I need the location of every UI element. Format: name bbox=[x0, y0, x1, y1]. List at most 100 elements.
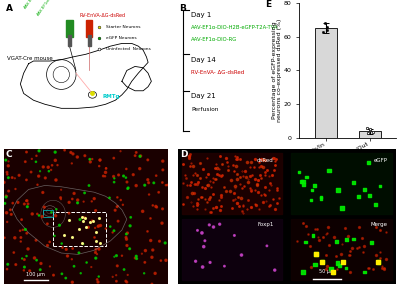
Point bbox=[97, 223, 104, 228]
Point bbox=[314, 226, 320, 231]
Point bbox=[123, 167, 130, 171]
Point bbox=[34, 183, 41, 187]
Point bbox=[76, 251, 82, 255]
Point bbox=[64, 254, 71, 258]
Text: RV-EnVA- ΔG-dsRed: RV-EnVA- ΔG-dsRed bbox=[191, 71, 244, 75]
Point bbox=[12, 187, 19, 191]
Point bbox=[324, 28, 330, 32]
Point bbox=[96, 164, 102, 168]
Point bbox=[320, 29, 326, 34]
Point bbox=[93, 229, 99, 234]
Point bbox=[216, 167, 222, 171]
Point bbox=[197, 176, 203, 181]
Point bbox=[149, 282, 155, 286]
Point bbox=[21, 268, 27, 273]
Text: Merge: Merge bbox=[370, 222, 387, 227]
Point bbox=[123, 237, 130, 242]
Point bbox=[120, 174, 127, 178]
Point bbox=[216, 222, 223, 226]
Point bbox=[207, 260, 213, 265]
Point bbox=[372, 202, 379, 206]
Point bbox=[17, 228, 23, 233]
Point bbox=[381, 267, 387, 272]
Point bbox=[123, 235, 129, 240]
Point bbox=[367, 128, 373, 133]
Point bbox=[110, 275, 116, 279]
Text: A: A bbox=[6, 4, 13, 13]
Point bbox=[239, 186, 246, 190]
Point bbox=[340, 260, 347, 265]
Point bbox=[2, 158, 9, 162]
Point bbox=[360, 243, 367, 248]
Point bbox=[95, 216, 102, 220]
Point bbox=[23, 198, 30, 203]
Point bbox=[76, 227, 82, 231]
Point bbox=[106, 195, 113, 200]
Point bbox=[360, 250, 366, 255]
Point bbox=[222, 155, 229, 160]
Point bbox=[110, 230, 116, 235]
Point bbox=[190, 203, 196, 208]
Text: eGFP: eGFP bbox=[373, 158, 387, 163]
Point bbox=[318, 195, 324, 199]
Point bbox=[152, 271, 158, 276]
Point bbox=[31, 256, 38, 260]
Point bbox=[234, 155, 240, 160]
Point bbox=[260, 158, 266, 163]
Point bbox=[240, 174, 246, 178]
Point bbox=[133, 150, 140, 155]
Point bbox=[258, 176, 265, 180]
Point bbox=[312, 263, 318, 267]
Point bbox=[300, 179, 306, 184]
Point bbox=[213, 172, 220, 176]
Point bbox=[79, 241, 85, 246]
Point bbox=[238, 253, 245, 257]
Point bbox=[23, 150, 30, 154]
Point bbox=[254, 183, 260, 187]
Point bbox=[261, 191, 268, 196]
Point bbox=[256, 165, 262, 170]
Point bbox=[192, 182, 198, 186]
Text: 50 μm: 50 μm bbox=[319, 269, 335, 274]
Point bbox=[328, 266, 334, 271]
Point bbox=[323, 266, 330, 271]
Point bbox=[187, 163, 193, 168]
Point bbox=[204, 183, 211, 187]
Point bbox=[254, 178, 261, 183]
Point bbox=[142, 183, 148, 187]
Point bbox=[366, 127, 373, 131]
Point bbox=[346, 253, 352, 257]
Point bbox=[114, 195, 120, 200]
Point bbox=[345, 234, 351, 238]
Point bbox=[1, 180, 7, 185]
Point bbox=[312, 252, 319, 256]
Point bbox=[160, 159, 166, 163]
Point bbox=[7, 208, 14, 212]
Point bbox=[79, 219, 86, 224]
Point bbox=[112, 208, 118, 213]
Point bbox=[262, 172, 268, 177]
Bar bbox=[43, 210, 53, 216]
Point bbox=[48, 168, 54, 172]
Point bbox=[234, 195, 241, 200]
Point bbox=[95, 224, 101, 229]
Point bbox=[124, 231, 131, 235]
Point bbox=[343, 266, 350, 271]
Point bbox=[272, 268, 278, 272]
Point bbox=[114, 263, 120, 268]
Point bbox=[344, 237, 350, 242]
Point bbox=[110, 174, 117, 179]
Point bbox=[247, 186, 254, 191]
Point bbox=[114, 204, 121, 208]
Point bbox=[274, 188, 280, 193]
Point bbox=[330, 270, 336, 275]
Point bbox=[5, 164, 12, 168]
Text: C: C bbox=[6, 150, 12, 159]
Point bbox=[9, 175, 15, 180]
Point bbox=[139, 251, 145, 256]
Point bbox=[114, 204, 120, 209]
Point bbox=[323, 253, 329, 257]
Point bbox=[25, 201, 31, 206]
Point bbox=[264, 168, 270, 172]
Point bbox=[141, 271, 147, 276]
